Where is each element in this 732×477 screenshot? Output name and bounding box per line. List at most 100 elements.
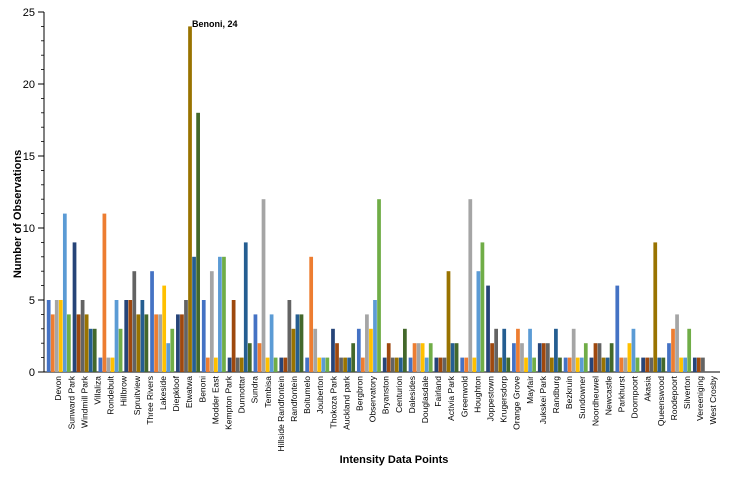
x-tick-label: Akasia	[643, 376, 653, 402]
bar	[377, 199, 381, 372]
bar	[313, 328, 318, 372]
bar	[490, 343, 494, 372]
x-tick-label: Fairland	[433, 376, 443, 407]
x-tick-label: Spruitview	[132, 375, 142, 415]
bar	[390, 357, 395, 372]
bar	[261, 199, 266, 372]
bar	[205, 357, 210, 372]
bar	[412, 343, 417, 372]
bar	[222, 256, 226, 372]
y-tick-label: 5	[29, 295, 35, 307]
bar	[124, 300, 129, 372]
bar	[305, 357, 309, 372]
bar	[424, 357, 429, 372]
x-tick-label: Greenwold	[459, 376, 469, 417]
bar	[102, 213, 107, 372]
bar	[170, 328, 175, 372]
bar	[386, 343, 391, 372]
bar	[247, 343, 252, 372]
bar	[154, 314, 158, 372]
x-tick-label: Centurion	[394, 376, 404, 413]
bar	[166, 343, 171, 372]
bar	[382, 357, 387, 372]
x-tick-label: Orange Grove	[512, 376, 522, 430]
x-tick-label: Kempton Park	[224, 375, 234, 430]
bar	[692, 357, 697, 372]
x-tick-label: Joppestown	[486, 376, 496, 422]
bar	[563, 357, 568, 372]
bar	[158, 314, 163, 372]
x-tick-label: Lakeside	[158, 376, 168, 410]
bar	[687, 328, 692, 372]
x-tick-label: Queenswood	[656, 376, 666, 426]
y-tick-label: 15	[23, 151, 35, 163]
bar	[325, 357, 330, 372]
bar	[218, 256, 222, 372]
bar	[243, 242, 248, 372]
bar	[512, 343, 516, 372]
x-tick-label: Tembisa	[263, 376, 273, 408]
bar	[58, 300, 63, 372]
bar	[420, 343, 425, 372]
bar	[98, 357, 103, 372]
bar	[92, 328, 97, 372]
bar	[299, 314, 304, 372]
bar	[416, 343, 421, 372]
bar	[434, 357, 439, 372]
bar	[593, 343, 598, 372]
bar	[661, 357, 666, 372]
y-tick-label: 25	[23, 7, 35, 19]
x-tick-label: Vereeniging	[695, 376, 705, 421]
bar	[253, 314, 258, 372]
x-tick-label: Sundowner	[577, 376, 587, 419]
bar	[72, 242, 77, 372]
bar	[279, 357, 284, 372]
bar	[317, 357, 322, 372]
bar	[239, 357, 244, 372]
bar	[502, 328, 507, 372]
bar	[683, 357, 688, 372]
bar	[150, 271, 154, 372]
x-tick-label: Parkhurst	[617, 375, 627, 412]
bar	[118, 328, 123, 372]
bar	[575, 357, 580, 372]
bar	[442, 357, 447, 372]
bar	[583, 343, 588, 372]
bar	[106, 357, 111, 372]
x-tick-label: Houghton	[472, 376, 482, 413]
bar	[464, 357, 469, 372]
x-tick-label: Noordheuwel	[590, 376, 600, 426]
bar	[295, 314, 300, 372]
bar	[291, 328, 296, 372]
bar	[641, 357, 645, 372]
x-tick-label: Etwatwa	[184, 376, 194, 408]
x-tick-label: West Crosby	[708, 375, 718, 424]
bar	[476, 271, 481, 372]
bar	[571, 328, 576, 372]
bar	[287, 300, 292, 372]
x-tick-label: Sundra	[250, 376, 260, 404]
bar	[524, 357, 528, 372]
bar	[657, 357, 662, 372]
x-tick-label: Newcastle	[603, 376, 613, 415]
x-tick-label: Modder East	[210, 375, 220, 424]
bar	[498, 357, 503, 372]
bar	[257, 343, 262, 372]
bar	[76, 314, 81, 372]
bar	[696, 357, 701, 372]
bar	[214, 357, 218, 372]
x-tick-label: Devon	[53, 376, 63, 401]
bar	[339, 357, 343, 372]
bar	[532, 357, 536, 372]
bar	[369, 328, 373, 372]
bar	[128, 300, 133, 372]
bar	[365, 314, 369, 372]
bar	[589, 357, 594, 372]
bar	[480, 242, 485, 372]
bar	[460, 357, 465, 372]
bar	[468, 199, 473, 372]
x-tick-label: Dalesides	[407, 376, 417, 413]
bar	[162, 285, 167, 372]
bar	[231, 300, 236, 372]
